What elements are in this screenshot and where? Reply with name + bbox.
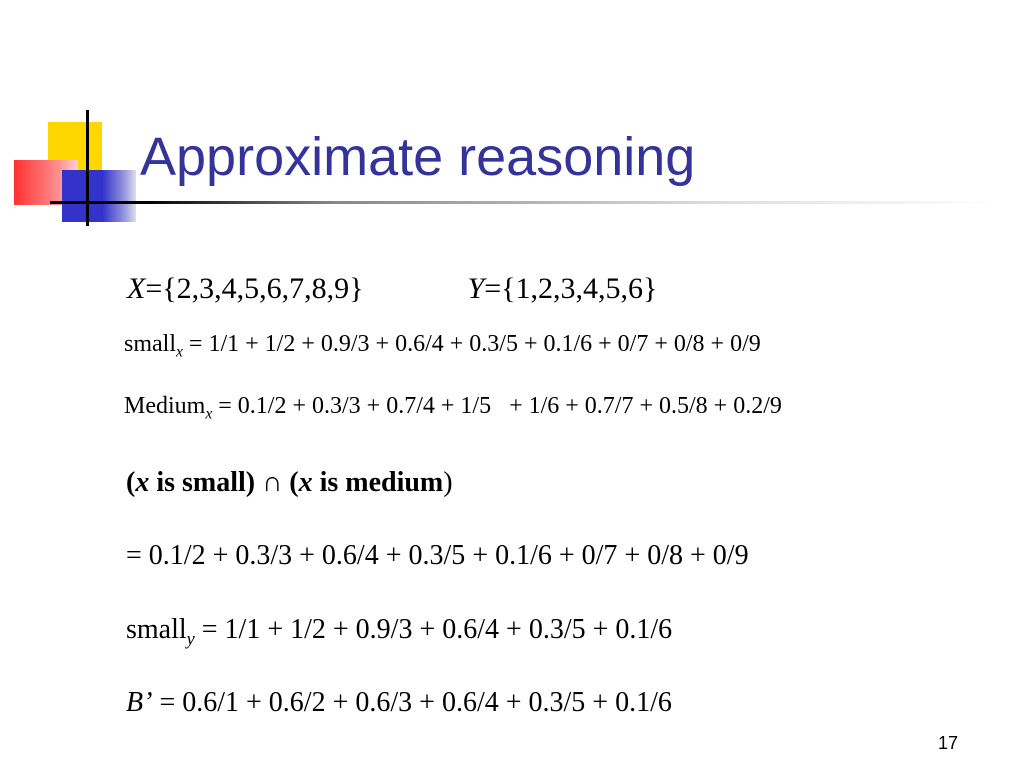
line: B’ = 0.6/1 + 0.6/2 + 0.6/3 + 0.6/4 + 0.3… <box>112 655 672 719</box>
line: Mediumx = 0.1/2 + 0.3/3 + 0.7/4 + 1/5 + … <box>112 366 782 423</box>
line: smallx = 1/1 + 1/2 + 0.9/3 + 0.6/4 + 0.3… <box>112 304 761 361</box>
subscript: x <box>176 343 183 361</box>
subscript: y <box>186 628 195 649</box>
text: ) <box>443 467 453 498</box>
text: = 0.1/2 + 0.3/3 + 0.7/4 + 1/5 + 1/6 + 0.… <box>212 393 782 419</box>
line: smally = 1/1 + 1/2 + 0.9/3 + 0.6/4 + 0.3… <box>112 582 672 649</box>
text: Y <box>467 272 485 305</box>
text: is small) ∩ ( <box>149 467 299 498</box>
blue-square <box>62 170 136 222</box>
line: = 0.1/2 + 0.3/3 + 0.6/4 + 0.3/5 + 0.1/6 … <box>112 508 749 572</box>
subscript: x <box>205 405 213 423</box>
horizontal-rule <box>50 201 1000 204</box>
text: ={2,3,4,5,6,7,8,9} <box>145 272 364 305</box>
text: x <box>135 467 150 498</box>
text: ={1,2,3,4,5,6} <box>484 272 658 305</box>
text: X <box>127 272 146 305</box>
text: B’ <box>126 687 153 718</box>
vertical-rule <box>86 110 89 226</box>
text: = 1/1 + 1/2 + 0.9/3 + 0.6/4 + 0.3/5 + 0.… <box>182 331 761 357</box>
text: is medium <box>312 467 444 498</box>
line: X={2,3,4,5,6,7,8,9} Y={1,2,3,4,5,6} <box>112 238 657 306</box>
text: small <box>124 331 176 357</box>
text: = 1/1 + 1/2 + 0.9/3 + 0.6/4 + 0.3/5 + 0.… <box>194 614 673 645</box>
slide-title: Approximate reasoning <box>140 127 696 187</box>
text: = 0.6/1 + 0.6/2 + 0.6/3 + 0.6/4 + 0.3/5 … <box>152 687 672 718</box>
line: (x is small) ∩ (x is medium) <box>112 435 453 499</box>
text: ( <box>126 467 136 498</box>
page-number: 17 <box>938 733 959 753</box>
text: = 0.1/2 + 0.3/3 + 0.6/4 + 0.3/5 + 0.1/6 … <box>126 540 749 571</box>
text: Medium <box>124 393 206 419</box>
text: x <box>298 467 313 498</box>
text: small <box>126 614 187 645</box>
